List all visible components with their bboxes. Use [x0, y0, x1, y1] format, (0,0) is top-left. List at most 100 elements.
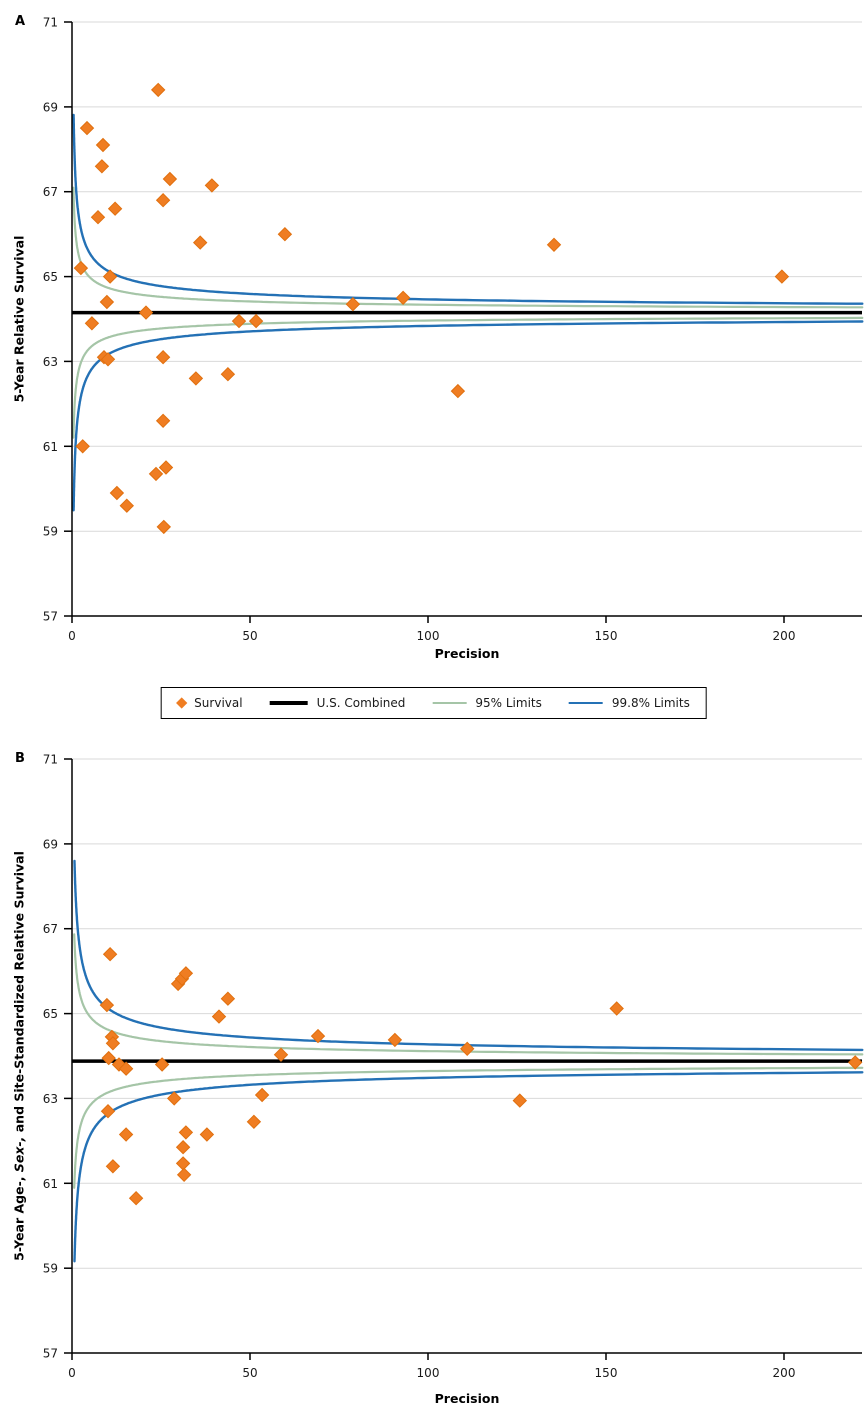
data-point — [220, 991, 236, 1006]
svg-text:50: 50 — [242, 1366, 257, 1380]
legend-label: 99.8% Limits — [611, 696, 690, 710]
data-point — [512, 1093, 528, 1108]
svg-text:150: 150 — [595, 629, 618, 643]
panel-b-y-axis-title-part: and Site-Standardized Relative Survival — [11, 851, 27, 1137]
data-point — [109, 485, 125, 501]
data-point — [345, 296, 361, 312]
data-point — [155, 349, 171, 365]
data-point — [395, 290, 411, 306]
data-point — [94, 159, 110, 174]
data-point — [150, 82, 166, 98]
data-point — [118, 1127, 134, 1142]
data-point — [188, 371, 204, 386]
data-point — [158, 460, 174, 475]
data-point — [273, 1047, 289, 1062]
data-point — [73, 260, 89, 276]
panel-a-label: A — [15, 14, 26, 29]
data-point — [220, 366, 236, 382]
svg-text:61: 61 — [43, 440, 58, 454]
survival-diamond-icon — [175, 697, 187, 709]
data-point — [155, 413, 171, 429]
data-point — [166, 1091, 182, 1106]
data-point — [175, 1139, 191, 1155]
data-point — [175, 1156, 191, 1171]
svg-text:63: 63 — [43, 1092, 58, 1106]
data-point — [450, 383, 466, 399]
data-point — [204, 178, 220, 193]
data-point — [90, 209, 106, 225]
svg-text:67: 67 — [43, 922, 58, 936]
svg-text:100: 100 — [417, 1366, 440, 1380]
data-point — [246, 1114, 262, 1130]
legend-item-us-combined: U.S. Combined — [269, 696, 406, 710]
panel-b-y-axis-title: 5-Year Age-, Sex-, and Site-Standardized… — [12, 851, 27, 1261]
panel-b-y-axis-title-sex: Sex-, — [11, 1136, 27, 1173]
panel-b-y-axis-title-part: 5-Year Age-, — [11, 1172, 27, 1261]
data-point — [211, 1009, 227, 1024]
svg-text:61: 61 — [43, 1177, 58, 1191]
data-point — [154, 1057, 170, 1072]
svg-text:57: 57 — [43, 1347, 58, 1361]
data-point — [199, 1127, 215, 1142]
svg-text:65: 65 — [43, 270, 58, 284]
data-point — [99, 294, 115, 310]
svg-text:65: 65 — [43, 1007, 58, 1021]
legend-label: U.S. Combined — [316, 696, 406, 710]
data-point — [118, 1061, 134, 1076]
limit-95-line-icon — [432, 701, 467, 705]
us-combined-line-icon — [269, 701, 308, 705]
data-point — [774, 269, 790, 284]
data-point — [459, 1041, 475, 1057]
legend-item-998-limits: 99.8% Limits — [568, 696, 690, 710]
panel-a-y-axis-title: 5-Year Relative Survival — [11, 235, 27, 403]
data-point — [248, 313, 264, 329]
panel-b-x-axis-title: Precision — [434, 1391, 500, 1406]
data-point — [99, 997, 115, 1013]
svg-text:0: 0 — [68, 1366, 76, 1380]
svg-text:150: 150 — [595, 1366, 618, 1380]
data-point — [100, 1103, 116, 1119]
data-point — [277, 226, 293, 242]
data-point — [105, 1036, 121, 1051]
data-point — [176, 1167, 192, 1183]
data-point — [310, 1028, 326, 1044]
svg-text:69: 69 — [43, 100, 58, 114]
data-point — [178, 1125, 194, 1140]
data-point — [101, 1050, 116, 1066]
data-point — [79, 120, 95, 136]
data-point — [100, 352, 116, 367]
data-point — [847, 1055, 863, 1070]
svg-text:71: 71 — [43, 16, 58, 30]
svg-text:200: 200 — [773, 629, 796, 643]
data-point — [102, 946, 118, 962]
svg-text:71: 71 — [43, 753, 58, 767]
legend-item-survival: Survival — [175, 696, 243, 710]
svg-text:200: 200 — [773, 1366, 796, 1380]
svg-text:69: 69 — [43, 837, 58, 851]
svg-text:59: 59 — [43, 525, 58, 539]
data-point — [105, 1159, 121, 1174]
data-point — [546, 237, 562, 253]
panel-b-label: B — [15, 751, 25, 766]
data-point — [231, 313, 247, 329]
data-point — [156, 519, 172, 535]
data-point — [178, 966, 194, 981]
data-point — [102, 269, 118, 284]
svg-text:67: 67 — [43, 185, 58, 199]
legend-label: Survival — [194, 696, 243, 710]
svg-text:0: 0 — [68, 629, 76, 643]
data-point — [84, 316, 100, 331]
legend-label: 95% Limits — [475, 696, 542, 710]
data-point — [138, 305, 154, 320]
svg-text:63: 63 — [43, 355, 58, 369]
data-point — [95, 137, 111, 153]
data-point — [107, 201, 123, 216]
data-point — [75, 439, 90, 454]
legend: Survival U.S. Combined 95% Limits 99.8% … — [160, 687, 707, 719]
legend-item-95-limits: 95% Limits — [432, 696, 542, 710]
data-point — [254, 1087, 270, 1103]
limit-998-line-icon — [568, 701, 603, 705]
data-point — [162, 171, 178, 187]
svg-text:50: 50 — [242, 629, 257, 643]
